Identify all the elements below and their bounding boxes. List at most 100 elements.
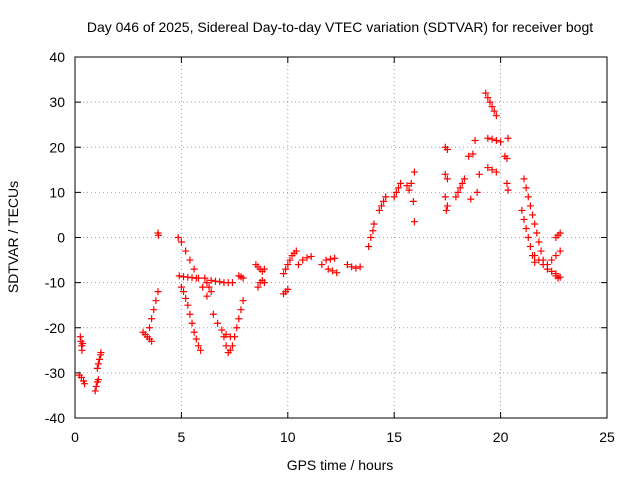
data-point xyxy=(531,252,539,260)
series-PRN-h xyxy=(174,234,211,300)
series-PRN-u xyxy=(294,252,315,269)
data-point xyxy=(220,333,228,341)
data-point xyxy=(443,146,451,154)
data-point xyxy=(497,138,505,146)
data-point xyxy=(284,285,292,293)
data-point xyxy=(382,193,390,201)
data-point xyxy=(94,360,102,368)
data-point xyxy=(199,283,207,291)
data-point xyxy=(537,247,545,255)
series-PRN-c xyxy=(91,376,102,395)
data-point xyxy=(556,273,564,281)
y-tick-label: 40 xyxy=(49,49,65,65)
data-point xyxy=(292,247,300,255)
data-point xyxy=(326,255,334,263)
series-PRN-s xyxy=(280,247,300,278)
y-tick-label: 30 xyxy=(49,94,65,110)
y-tick-label: -10 xyxy=(45,275,65,291)
series-PRN-w xyxy=(324,265,341,277)
data-point xyxy=(543,261,551,269)
data-point xyxy=(488,103,496,111)
data-point xyxy=(154,231,162,239)
data-point xyxy=(318,261,326,269)
data-point xyxy=(239,274,247,282)
series-PRN-ad xyxy=(452,175,468,201)
data-point xyxy=(343,261,351,269)
data-point xyxy=(148,337,156,345)
data-point xyxy=(94,376,102,384)
data-point xyxy=(174,234,182,241)
data-point xyxy=(458,179,466,187)
data-point xyxy=(190,265,198,273)
data-point xyxy=(520,175,528,183)
data-point xyxy=(286,256,294,264)
data-point xyxy=(456,184,464,192)
data-point xyxy=(375,206,383,214)
chart-title: Day 046 of 2025, Sidereal Day-to-day VTE… xyxy=(87,19,593,35)
series-PRN-v xyxy=(318,254,339,269)
y-tick-labels: -40 -30 -20 -10 0 10 20 30 40 xyxy=(45,49,65,426)
series-PRN-p xyxy=(235,272,247,282)
series-PRN-z xyxy=(375,193,390,214)
data-point xyxy=(465,152,473,160)
data-point xyxy=(488,166,496,174)
series-PRN-af xyxy=(482,89,500,120)
series-PRN-i xyxy=(175,272,200,282)
data-point xyxy=(552,252,560,260)
data-point xyxy=(452,193,460,201)
data-point xyxy=(484,164,492,172)
series-PRN-k xyxy=(209,310,234,341)
x-tick-label: 20 xyxy=(493,429,509,445)
series-PRN-ai xyxy=(501,134,512,163)
data-point xyxy=(482,89,490,97)
y-tick-label: -30 xyxy=(45,365,65,381)
series-PRN-j xyxy=(177,283,205,354)
series-PRN-ab xyxy=(403,168,418,226)
series-PRN-ak xyxy=(520,175,547,264)
data-point xyxy=(282,265,290,273)
data-point xyxy=(228,279,236,287)
data-point xyxy=(442,206,450,214)
data-point xyxy=(194,342,202,350)
x-tick-label: 0 xyxy=(71,429,79,445)
data-point xyxy=(535,238,543,246)
data-point xyxy=(407,179,415,187)
x-tick-label: 25 xyxy=(599,429,615,445)
data-point xyxy=(77,373,85,381)
series-PRN-an xyxy=(543,247,564,269)
data-point xyxy=(95,355,103,363)
data-point xyxy=(192,335,200,343)
data-point xyxy=(503,155,511,163)
data-point xyxy=(380,197,388,205)
data-points xyxy=(75,89,564,395)
data-point xyxy=(81,380,89,388)
data-point xyxy=(228,342,236,350)
data-point xyxy=(154,288,162,296)
series-PRN-ao xyxy=(552,229,564,241)
series-PRN-d xyxy=(93,349,105,372)
series-PRN-n xyxy=(220,333,234,357)
data-point xyxy=(443,175,451,183)
y-tick-label: 20 xyxy=(49,139,65,155)
data-point xyxy=(331,254,339,262)
data-point xyxy=(184,301,192,309)
data-point xyxy=(175,272,183,280)
data-point xyxy=(492,112,500,120)
data-point xyxy=(260,265,268,273)
data-point xyxy=(235,315,243,323)
data-point xyxy=(207,276,215,284)
data-point xyxy=(177,283,185,291)
x-axis-label: GPS time / hours xyxy=(287,457,394,473)
data-point xyxy=(328,267,336,275)
data-point xyxy=(216,278,224,286)
data-point xyxy=(490,107,498,115)
data-point xyxy=(186,310,194,318)
data-point xyxy=(533,229,541,237)
data-point xyxy=(556,247,564,255)
data-point xyxy=(367,234,375,241)
y-tick-label: 10 xyxy=(49,184,65,200)
series-PRN-ac xyxy=(441,143,451,214)
data-point xyxy=(233,324,241,332)
series-PRN-ae xyxy=(465,136,483,203)
